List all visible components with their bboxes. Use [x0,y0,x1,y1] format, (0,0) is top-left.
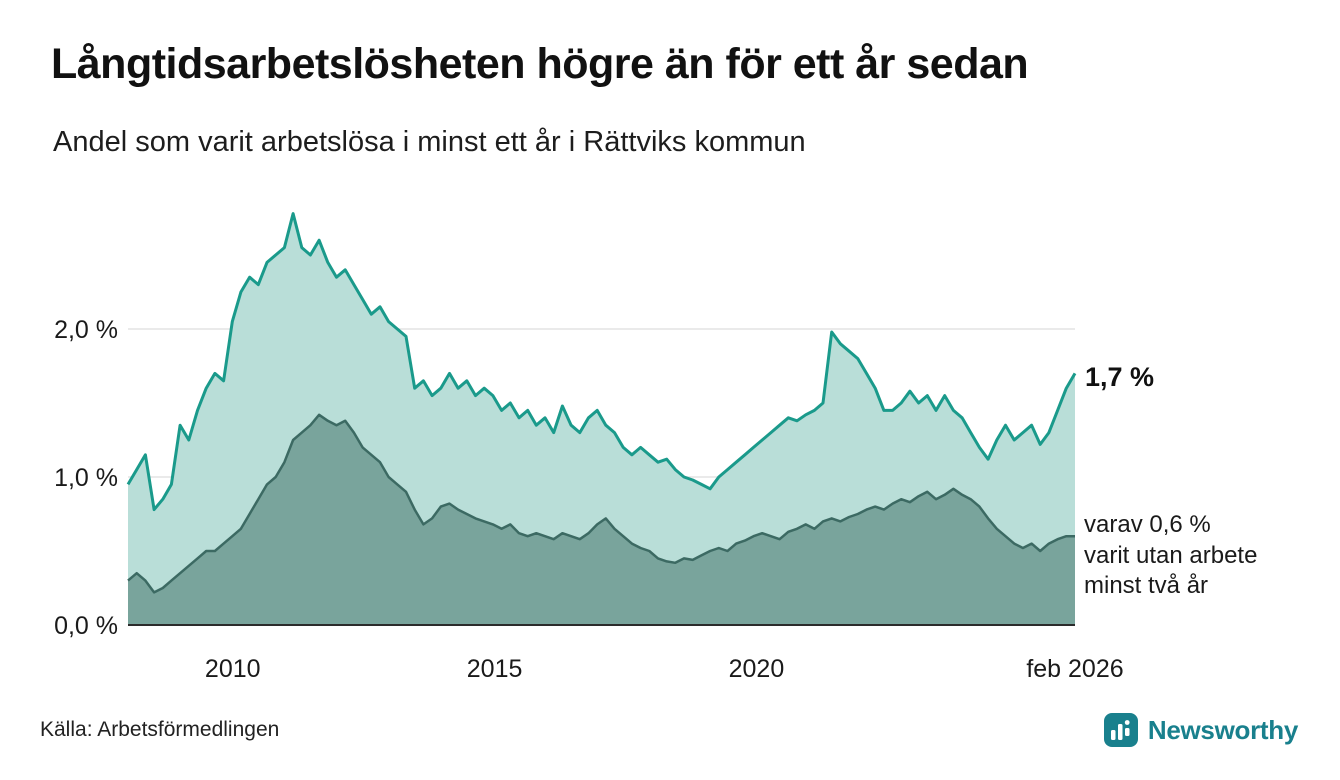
brand-name: Newsworthy [1147,714,1298,745]
svg-text:1,0 %: 1,0 % [54,464,118,492]
svg-text:2015: 2015 [467,655,523,683]
area-two-years [128,414,1075,625]
page-title: Långtidsarbetslösheten högre än för ett … [51,40,1029,88]
y-axis-labels: 0,0 % 1,0 % 2,0 % [54,316,118,640]
end-note-line-3: minst två år [1084,572,1209,600]
line-two-years [127,413,1075,594]
x-axis-labels: 2010 2015 2020 feb 2026 [205,655,1124,683]
end-value-label: 1,7 % [1085,362,1155,392]
brand-lockup: Newsworthy [1103,712,1298,748]
line-total [126,212,1077,512]
svg-text:0,0 %: 0,0 % [54,612,118,640]
end-note-line-2: varit utan arbete [1084,541,1258,569]
chart-subtitle: Andel som varit arbetslösa i minst ett å… [53,126,806,158]
end-note-line-1: varav 0,6 % [1084,511,1211,538]
area-chart: 0,0 % 1,0 % 2,0 % 2010 2015 2020 feb 2026 [54,212,1124,683]
svg-text:2020: 2020 [729,655,785,683]
svg-text:2010: 2010 [205,655,261,683]
end-note-label: varav 0,6 % varit utan arbete minst två … [1084,510,1257,602]
svg-text:feb 2026: feb 2026 [1026,655,1123,683]
svg-text:2,0 %: 2,0 % [54,316,118,344]
newsworthy-logo-icon [1103,713,1138,747]
source-credit: Källa: Arbetsförmedlingen [40,718,280,741]
